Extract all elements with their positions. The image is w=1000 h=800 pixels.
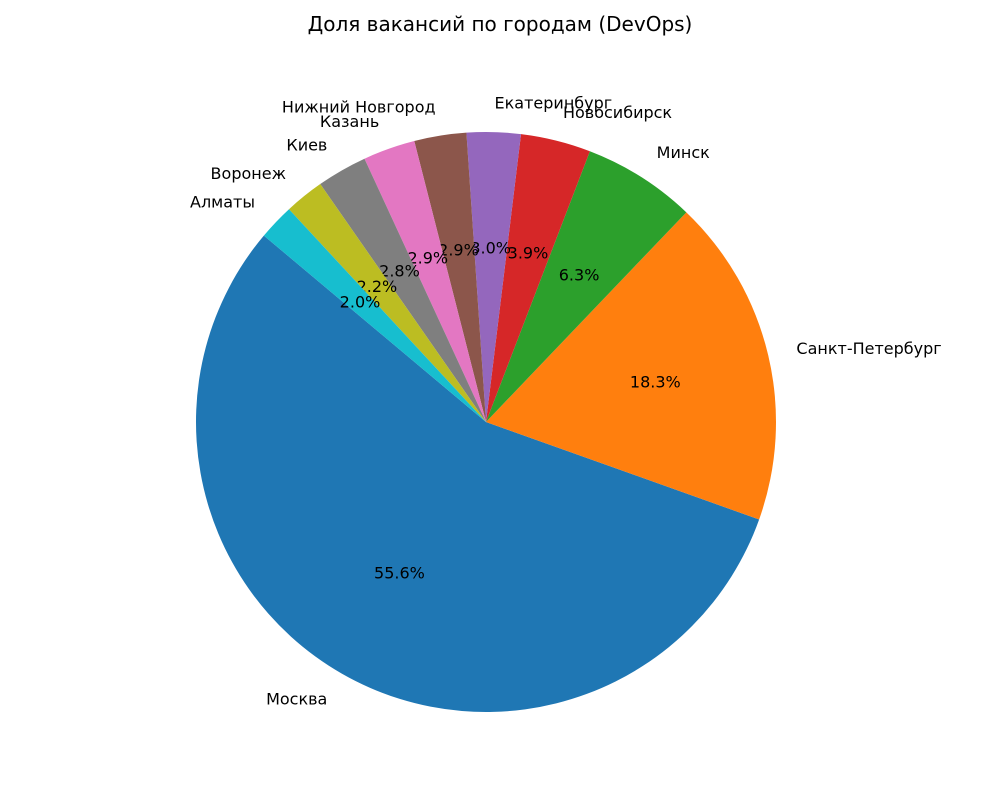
slice-percent-label: 18.3% bbox=[630, 372, 681, 391]
slice-category-label: Новосибирск bbox=[563, 103, 672, 122]
slice-percent-label: 3.9% bbox=[508, 244, 549, 263]
slice-category-label: Москва bbox=[266, 689, 327, 708]
slice-percent-label: 2.8% bbox=[379, 262, 420, 281]
slice-percent-label: 2.2% bbox=[357, 277, 398, 296]
pie-slice bbox=[486, 212, 776, 520]
pie-slice bbox=[288, 184, 486, 422]
chart-title: Доля вакансий по городам (DevOps) bbox=[307, 12, 693, 36]
slice-category-label: Казань bbox=[320, 112, 379, 131]
pie-slice bbox=[196, 235, 760, 713]
slice-category-label: Алматы bbox=[190, 192, 255, 211]
slice-category-label: Екатеринбург bbox=[495, 94, 613, 113]
pie-slice bbox=[320, 158, 486, 422]
slice-percent-label: 2.0% bbox=[340, 292, 381, 311]
slice-percent-label: 2.9% bbox=[438, 241, 479, 260]
pie-slice bbox=[414, 132, 486, 422]
slice-percent-label: 55.6% bbox=[374, 563, 425, 582]
slice-category-label: Минск bbox=[657, 143, 710, 162]
slice-category-label: Санкт-Петербург bbox=[796, 339, 941, 358]
slice-percent-label: 6.3% bbox=[559, 265, 600, 284]
slice-category-label: Нижний Новгород bbox=[282, 98, 436, 117]
pie-slice bbox=[466, 132, 522, 422]
pie-slice bbox=[364, 141, 486, 422]
pie-slice bbox=[486, 134, 590, 422]
slice-category-label: Киев bbox=[286, 136, 327, 155]
slice-category-label: Воронеж bbox=[211, 164, 286, 183]
slice-percent-label: 2.9% bbox=[407, 249, 448, 268]
slice-percent-label: 3.0% bbox=[470, 239, 511, 258]
pie-slice bbox=[263, 209, 486, 422]
pie-slice bbox=[486, 151, 687, 422]
